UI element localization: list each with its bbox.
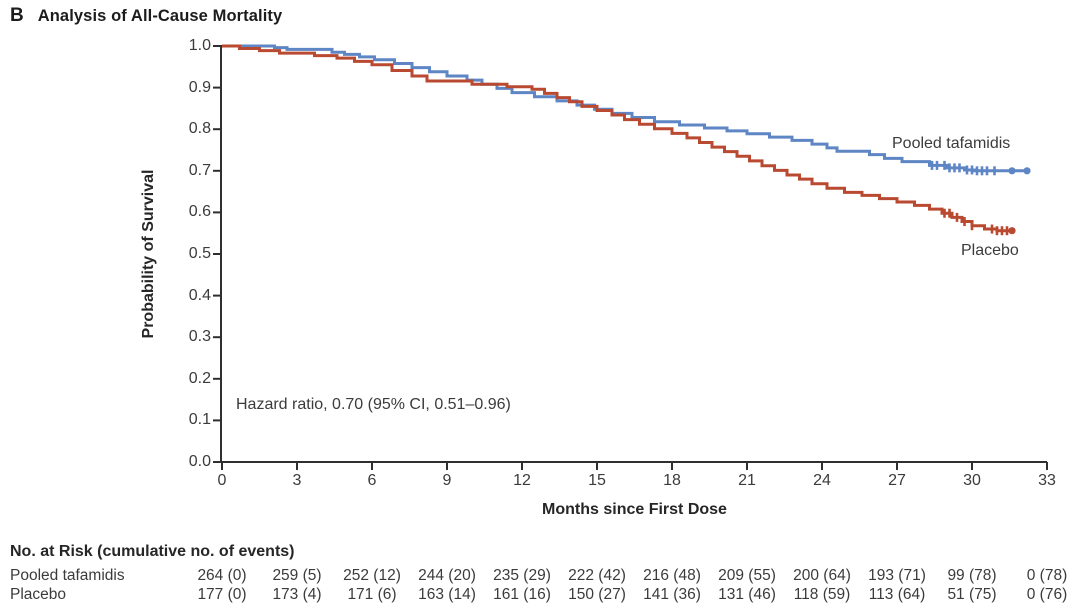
x-tick-label: 6 (367, 472, 377, 489)
risk-cell: 113 (64) (868, 586, 926, 603)
x-tick-label: 12 (513, 472, 531, 489)
risk-cell: 163 (14) (418, 586, 476, 603)
risk-cell: 193 (71) (868, 567, 926, 584)
y-tick-label: 0.8 (188, 120, 211, 138)
risk-cell: 51 (75) (947, 586, 997, 603)
risk-row-label: Pooled tafamidis (10, 567, 125, 584)
risk-cell: 0 (78) (1026, 567, 1068, 584)
y-tick-label: 1.0 (188, 37, 211, 54)
y-tick-label: 0.9 (188, 78, 211, 96)
x-tick-label: 24 (813, 472, 831, 489)
risk-cell: 173 (4) (272, 586, 322, 603)
y-tick-label: 0.7 (188, 161, 211, 179)
risk-cell: 99 (78) (947, 567, 997, 584)
risk-cell: 209 (55) (718, 567, 776, 584)
x-tick-label: 3 (292, 472, 302, 489)
risk-cell: 216 (48) (643, 567, 701, 584)
y-tick-label: 0.5 (188, 245, 211, 262)
risk-cell: 161 (16) (493, 586, 551, 603)
x-tick-label: 9 (442, 472, 452, 489)
risk-cell: 200 (64) (793, 567, 851, 584)
risk-cell: 131 (46) (718, 586, 776, 603)
risk-cell: 0 (76) (1026, 586, 1068, 603)
panel-letter: B (10, 5, 24, 26)
risk-cell: 171 (6) (347, 586, 397, 603)
y-tick-label: 0.3 (188, 328, 211, 346)
risk-cell: 177 (0) (197, 586, 247, 603)
y-tick-label: 0.2 (188, 369, 211, 387)
risk-table-header: No. at Risk (cumulative no. of events) (10, 543, 295, 560)
x-tick-label: 18 (663, 472, 681, 489)
risk-cell: 141 (36) (643, 586, 701, 603)
risk-cell: 264 (0) (197, 567, 247, 584)
y-tick-label: 0.6 (188, 203, 211, 221)
hazard-ratio-annotation: Hazard ratio, 0.70 (95% CI, 0.51–0.96) (236, 396, 511, 413)
figure-title-text: Analysis of All-Cause Mortality (37, 7, 283, 25)
x-tick-label: 15 (588, 472, 606, 489)
risk-cell: 235 (29) (493, 567, 551, 584)
risk-cell: 118 (59) (793, 586, 851, 603)
km-curve-placebo (222, 44, 1012, 233)
risk-cell: 259 (5) (272, 567, 322, 584)
x-axis-title: Months since First Dose (542, 501, 727, 518)
curve-label-placebo: Placebo (961, 242, 1019, 259)
censor-end-dot (1008, 227, 1016, 235)
censor-end-dot (1008, 167, 1016, 175)
figure-title: B Analysis of All-Cause Mortality (10, 5, 282, 27)
risk-cell: 252 (12) (343, 567, 401, 584)
y-axis-title: Probability of Survival (140, 169, 157, 339)
x-tick-label: 30 (963, 472, 981, 489)
censor-end-dot (1023, 167, 1031, 175)
y-tick-label: 0.4 (188, 286, 211, 304)
x-tick-label: 0 (217, 472, 227, 489)
x-tick-label: 27 (888, 472, 906, 489)
risk-row-label: Placebo (10, 586, 67, 603)
y-tick-label: 0.1 (188, 411, 211, 429)
x-tick-label: 33 (1038, 472, 1056, 489)
curve-label-pooled-tafamidis: Pooled tafamidis (892, 135, 1011, 152)
risk-cell: 244 (20) (418, 567, 476, 584)
y-tick-label: 0.0 (188, 453, 211, 470)
risk-cell: 222 (42) (568, 567, 626, 584)
risk-cell: 150 (27) (568, 586, 626, 603)
x-tick-label: 21 (738, 472, 756, 489)
